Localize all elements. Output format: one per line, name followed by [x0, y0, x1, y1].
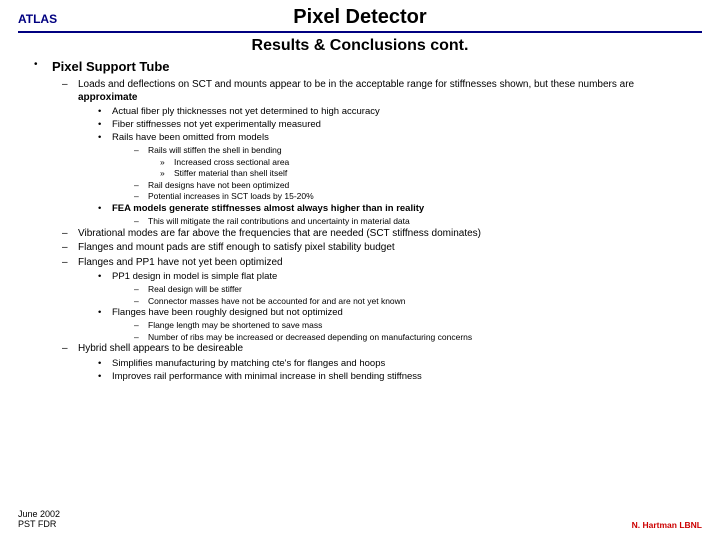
list-item: –Number of ribs may be increased or decr…	[134, 332, 686, 343]
list-item: –Flange length may be shortened to save …	[134, 320, 686, 331]
list-item: –Flanges and PP1 have not yet been optim…	[62, 257, 686, 270]
list-item: •Flanges have been roughly designed but …	[98, 307, 686, 319]
slide-content: • Pixel Support Tube – Loads and deflect…	[0, 55, 720, 383]
list-item: •Rails have been omitted from models	[98, 132, 686, 144]
footer-left: June 2002 PST FDR	[18, 510, 60, 530]
list-item: •Actual fiber ply thicknesses not yet de…	[98, 106, 686, 118]
list-item: –Connector masses have not be accounted …	[134, 296, 686, 307]
list-item: –Rails will stiffen the shell in bending	[134, 145, 686, 156]
list-item: • Pixel Support Tube	[34, 59, 686, 79]
main-heading: Pixel Support Tube	[52, 59, 686, 75]
footer-right: N. Hartman LBNL	[632, 520, 702, 530]
list-item: »Increased cross sectional area	[160, 157, 686, 168]
list-item: –Hybrid shell appears to be desireable	[62, 343, 686, 356]
page-subtitle: Results & Conclusions cont.	[0, 37, 720, 55]
list-item: •Improves rail performance with minimal …	[98, 371, 686, 383]
page-title: Pixel Detector	[18, 6, 702, 29]
list-item: –Potential increases in SCT loads by 15-…	[134, 191, 686, 202]
slide-header: ATLAS Pixel Detector	[0, 0, 720, 29]
list-item: »Stiffer material than shell itself	[160, 168, 686, 179]
list-item: –Real design will be stiffer	[134, 284, 686, 295]
list-item: –Vibrational modes are far above the fre…	[62, 228, 686, 241]
list-item: –Flanges and mount pads are stiff enough…	[62, 242, 686, 255]
list-item: –Rail designs have not been optimized	[134, 180, 686, 191]
list-item: •Fiber stiffnesses not yet experimentall…	[98, 119, 686, 131]
list-item: •FEA models generate stiffnesses almost …	[98, 203, 686, 215]
list-item: –This will mitigate the rail contributio…	[134, 216, 686, 227]
list-item: – Loads and deflections on SCT and mount…	[62, 79, 686, 104]
list-item: •PP1 design in model is simple flat plat…	[98, 271, 686, 283]
list-item: •Simplifies manufacturing by matching ct…	[98, 358, 686, 370]
header-rule	[18, 31, 702, 33]
footer-code: PST FDR	[18, 520, 60, 530]
